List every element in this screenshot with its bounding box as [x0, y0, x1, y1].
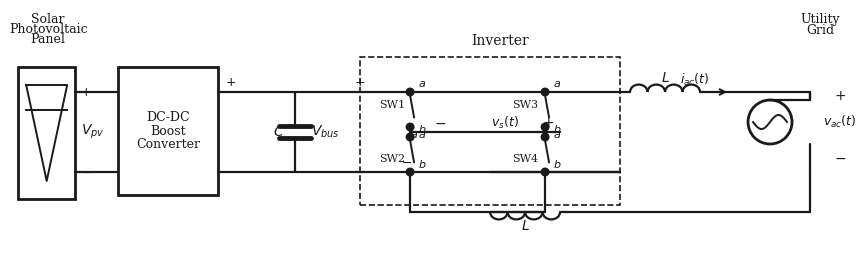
Bar: [360, 57, 619, 205]
Text: $-$: $-$: [400, 155, 412, 168]
Text: Grid: Grid: [805, 23, 833, 37]
Text: $v_{ac}(t)$: $v_{ac}(t)$: [822, 114, 856, 130]
Text: $a$: $a$: [418, 130, 425, 140]
Text: $+$: $+$: [542, 116, 554, 130]
Text: $b$: $b$: [418, 123, 426, 135]
Text: $b$: $b$: [418, 158, 426, 170]
Bar: [118, 67, 218, 195]
Circle shape: [406, 88, 413, 96]
Text: SW3: SW3: [511, 100, 537, 109]
Circle shape: [541, 168, 548, 175]
Text: $a$: $a$: [553, 130, 561, 140]
Text: Solar: Solar: [31, 13, 65, 26]
Text: $C$: $C$: [273, 125, 285, 139]
Text: $-$: $-$: [833, 151, 846, 165]
Text: $+$: $+$: [79, 85, 90, 99]
Text: $b$: $b$: [552, 123, 561, 135]
Text: Boost: Boost: [150, 124, 186, 138]
Text: $b$: $b$: [552, 158, 561, 170]
Text: SW2: SW2: [379, 155, 405, 164]
Text: $-$: $-$: [79, 166, 90, 179]
Text: $+$: $+$: [833, 89, 846, 103]
Text: SW4: SW4: [511, 155, 537, 164]
Circle shape: [541, 88, 548, 96]
Text: $i_{ac}(t)$: $i_{ac}(t)$: [679, 72, 709, 88]
Text: DC-DC: DC-DC: [146, 111, 189, 124]
Text: $a$: $a$: [553, 79, 561, 89]
Text: $L$: $L$: [520, 219, 529, 233]
Text: Inverter: Inverter: [471, 34, 529, 48]
Text: $a$: $a$: [410, 130, 418, 140]
Circle shape: [541, 134, 548, 140]
Text: $V_{bus}$: $V_{bus}$: [311, 124, 339, 140]
Text: $L$: $L$: [660, 71, 669, 85]
Text: $+$: $+$: [224, 76, 236, 89]
Text: $+$: $+$: [354, 76, 365, 89]
Circle shape: [406, 124, 413, 131]
Text: $a$: $a$: [418, 79, 425, 89]
Text: Converter: Converter: [136, 139, 200, 151]
Text: Photovoltaic: Photovoltaic: [9, 22, 88, 36]
Bar: [18, 67, 75, 199]
Text: $V_{pv}$: $V_{pv}$: [81, 123, 105, 141]
Text: Utility: Utility: [799, 13, 839, 26]
Text: $v_s(t)$: $v_s(t)$: [491, 115, 518, 131]
Circle shape: [406, 134, 413, 140]
Text: $-$: $-$: [434, 116, 446, 130]
Text: Panel: Panel: [31, 33, 65, 45]
Circle shape: [541, 124, 548, 131]
Text: SW1: SW1: [379, 100, 405, 109]
Circle shape: [406, 168, 413, 175]
